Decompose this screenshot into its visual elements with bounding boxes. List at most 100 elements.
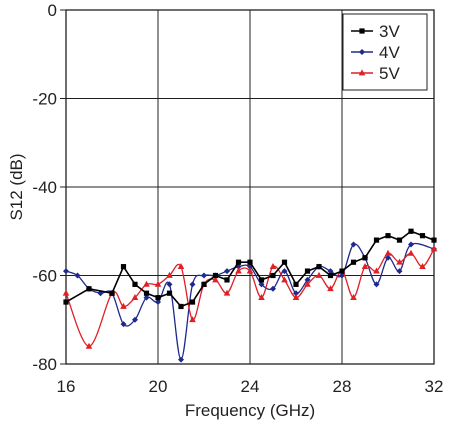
data-point-3V xyxy=(86,286,92,292)
data-point-3V xyxy=(419,233,426,239)
data-point-5V xyxy=(131,294,139,301)
data-point-5V xyxy=(419,263,426,270)
legend-marker-4V xyxy=(359,49,365,55)
data-point-3V xyxy=(63,299,69,305)
legend-marker-3V xyxy=(359,28,365,34)
x-tick-label: 24 xyxy=(241,377,260,396)
data-point-3V xyxy=(132,281,138,287)
data-point-4V xyxy=(63,268,69,275)
data-point-5V xyxy=(85,342,93,349)
data-point-3V xyxy=(166,290,173,296)
x-tick-label: 32 xyxy=(425,377,444,396)
data-point-3V xyxy=(293,281,299,287)
data-point-3V xyxy=(258,277,265,283)
data-point-3V xyxy=(373,237,380,243)
data-point-3V xyxy=(201,281,207,287)
data-point-4V xyxy=(327,268,334,275)
x-tick-label: 16 xyxy=(57,377,76,396)
data-point-5V xyxy=(430,245,438,252)
data-point-3V xyxy=(143,290,150,296)
data-point-5V xyxy=(281,276,288,283)
y-tick-label: -20 xyxy=(32,90,57,109)
y-tick-label: -60 xyxy=(32,267,57,286)
data-point-4V xyxy=(155,299,161,306)
data-point-4V xyxy=(178,356,184,363)
data-point-4V xyxy=(270,285,276,292)
data-point-5V xyxy=(396,258,403,265)
data-point-3V xyxy=(281,259,288,265)
data-point-5V xyxy=(292,294,300,301)
data-point-3V xyxy=(408,228,414,234)
data-point-4V xyxy=(120,321,127,328)
data-point-3V xyxy=(396,237,403,243)
data-point-5V xyxy=(235,267,242,274)
data-point-5V xyxy=(62,289,70,296)
data-point-4V xyxy=(281,268,288,275)
data-point-3V xyxy=(212,272,219,279)
data-point-5V xyxy=(166,271,173,278)
data-point-5V xyxy=(246,267,254,274)
data-point-5V xyxy=(315,271,323,278)
data-point-5V xyxy=(304,280,311,287)
data-point-3V xyxy=(120,264,127,270)
data-point-3V xyxy=(189,299,196,305)
data-point-3V xyxy=(339,268,345,274)
data-point-4V xyxy=(143,294,150,301)
data-point-3V xyxy=(224,277,230,283)
data-point-5V xyxy=(350,294,357,301)
legend-item-4V: 4V xyxy=(351,43,400,62)
data-point-5V xyxy=(223,289,231,296)
data-point-5V xyxy=(154,280,162,287)
y-axis-title: S12 (dB) xyxy=(7,153,26,220)
data-point-4V xyxy=(258,281,265,288)
y-tick-label: -80 xyxy=(32,355,57,374)
data-point-3V xyxy=(350,259,357,265)
legend-label-5V: 5V xyxy=(379,64,400,83)
data-point-4V xyxy=(224,268,230,275)
x-axis-title: Frequency (GHz) xyxy=(185,401,315,420)
data-point-3V xyxy=(431,237,437,243)
data-point-5V xyxy=(384,249,392,256)
data-point-5V xyxy=(189,316,196,323)
series-layer xyxy=(62,228,438,363)
legend-item-3V: 3V xyxy=(351,22,400,41)
y-tick-label: 0 xyxy=(48,1,57,20)
data-point-3V xyxy=(327,272,334,279)
data-point-4V xyxy=(350,241,357,248)
data-point-5V xyxy=(407,249,415,256)
data-point-5V xyxy=(373,267,380,274)
series-3V xyxy=(63,228,437,310)
x-tick-label: 28 xyxy=(333,377,352,396)
data-point-4V xyxy=(408,241,414,248)
data-point-5V xyxy=(177,263,185,270)
data-point-3V xyxy=(155,295,161,301)
legend-marker-5V xyxy=(358,69,366,76)
data-point-5V xyxy=(269,263,277,270)
data-point-5V xyxy=(361,263,369,270)
data-point-3V xyxy=(362,255,368,261)
data-point-4V xyxy=(189,281,196,288)
data-point-3V xyxy=(247,259,253,265)
data-point-4V xyxy=(293,290,299,297)
data-point-4V xyxy=(396,268,403,275)
data-point-3V xyxy=(304,268,311,274)
legend: 3V 4V 5V xyxy=(342,13,428,91)
data-point-5V xyxy=(120,302,127,309)
data-point-3V xyxy=(270,272,276,279)
data-point-3V xyxy=(385,233,391,239)
x-tick-label: 20 xyxy=(149,377,168,396)
data-point-3V xyxy=(235,259,242,265)
y-tick-label: -40 xyxy=(32,178,57,197)
tick-label-layer: 16 20 24 28 32 0 -20 -40 -60 -80 xyxy=(32,1,443,396)
data-point-4V xyxy=(304,276,311,283)
data-point-5V xyxy=(143,280,150,287)
data-point-4V xyxy=(385,254,391,261)
series-5V xyxy=(62,245,438,349)
data-point-3V xyxy=(178,303,184,310)
data-point-4V xyxy=(201,272,207,279)
data-point-5V xyxy=(327,285,334,292)
legend-label-4V: 4V xyxy=(379,43,400,62)
data-point-3V xyxy=(109,290,115,296)
data-point-4V xyxy=(132,316,138,323)
